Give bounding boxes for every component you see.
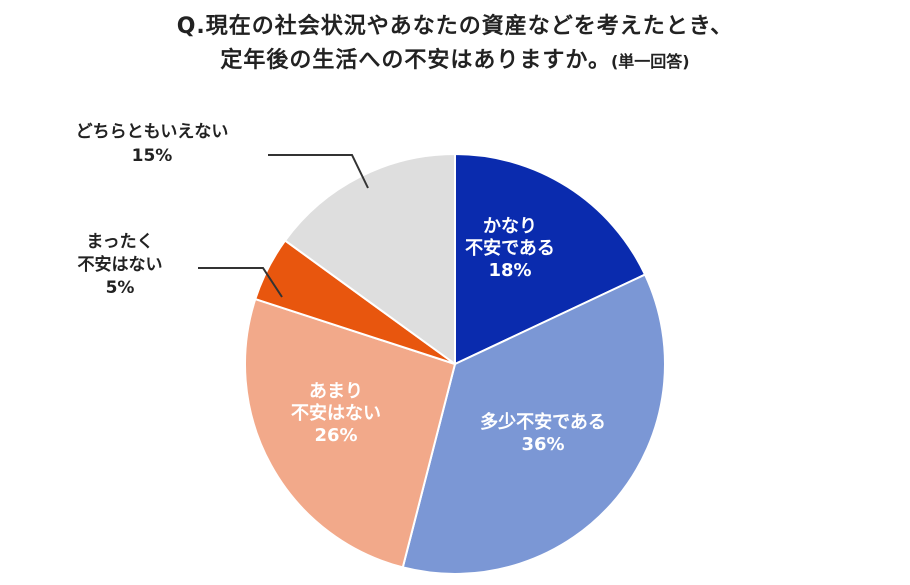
pie-slices [244,153,666,575]
slice-label-line-2-1: 多少不安である [480,411,606,433]
slice-label-5: どちらともいえない 15% [76,122,229,166]
slice-label-line-1-2: 不安である [465,237,555,259]
chart-title: Q.現在の社会状況やあなたの資産などを考えたとき、 定年後の生活への不安はありま… [0,10,910,79]
pie-slice-2 [401,273,666,575]
slice-label-line-4-2: 不安はない [78,254,163,275]
chart-title-line1: Q.現在の社会状況やあなたの資産などを考えたとき、 [176,14,734,39]
slice-label-line-5-1: どちらともいえない [76,122,229,142]
slice-value-5: 15% [132,146,173,166]
pie-slice-5 [284,153,456,365]
slice-label-line-1-1: かなり [483,216,537,237]
leader-line-5 [268,154,369,189]
pie-slice-1 [454,153,647,365]
leader-line-4 [198,267,283,298]
slice-value-1: 18% [488,260,531,281]
pie-slice-3 [244,298,456,569]
slice-label-line-3-1: あまり [309,381,363,402]
slice-value-4: 5% [106,278,135,298]
slice-label-line-4-1: まったく [86,232,153,252]
chart-title-note: (単一回答) [610,52,690,71]
chart-title-line2: 定年後の生活への不安はありますか。(単一回答) [0,44,910,79]
slice-label-line-3-2: 不安はない [291,402,381,424]
slice-value-2: 36% [521,434,564,455]
slice-value-3: 26% [314,425,357,446]
chart-title-line2-main: 定年後の生活への不安はありますか。 [220,48,611,73]
